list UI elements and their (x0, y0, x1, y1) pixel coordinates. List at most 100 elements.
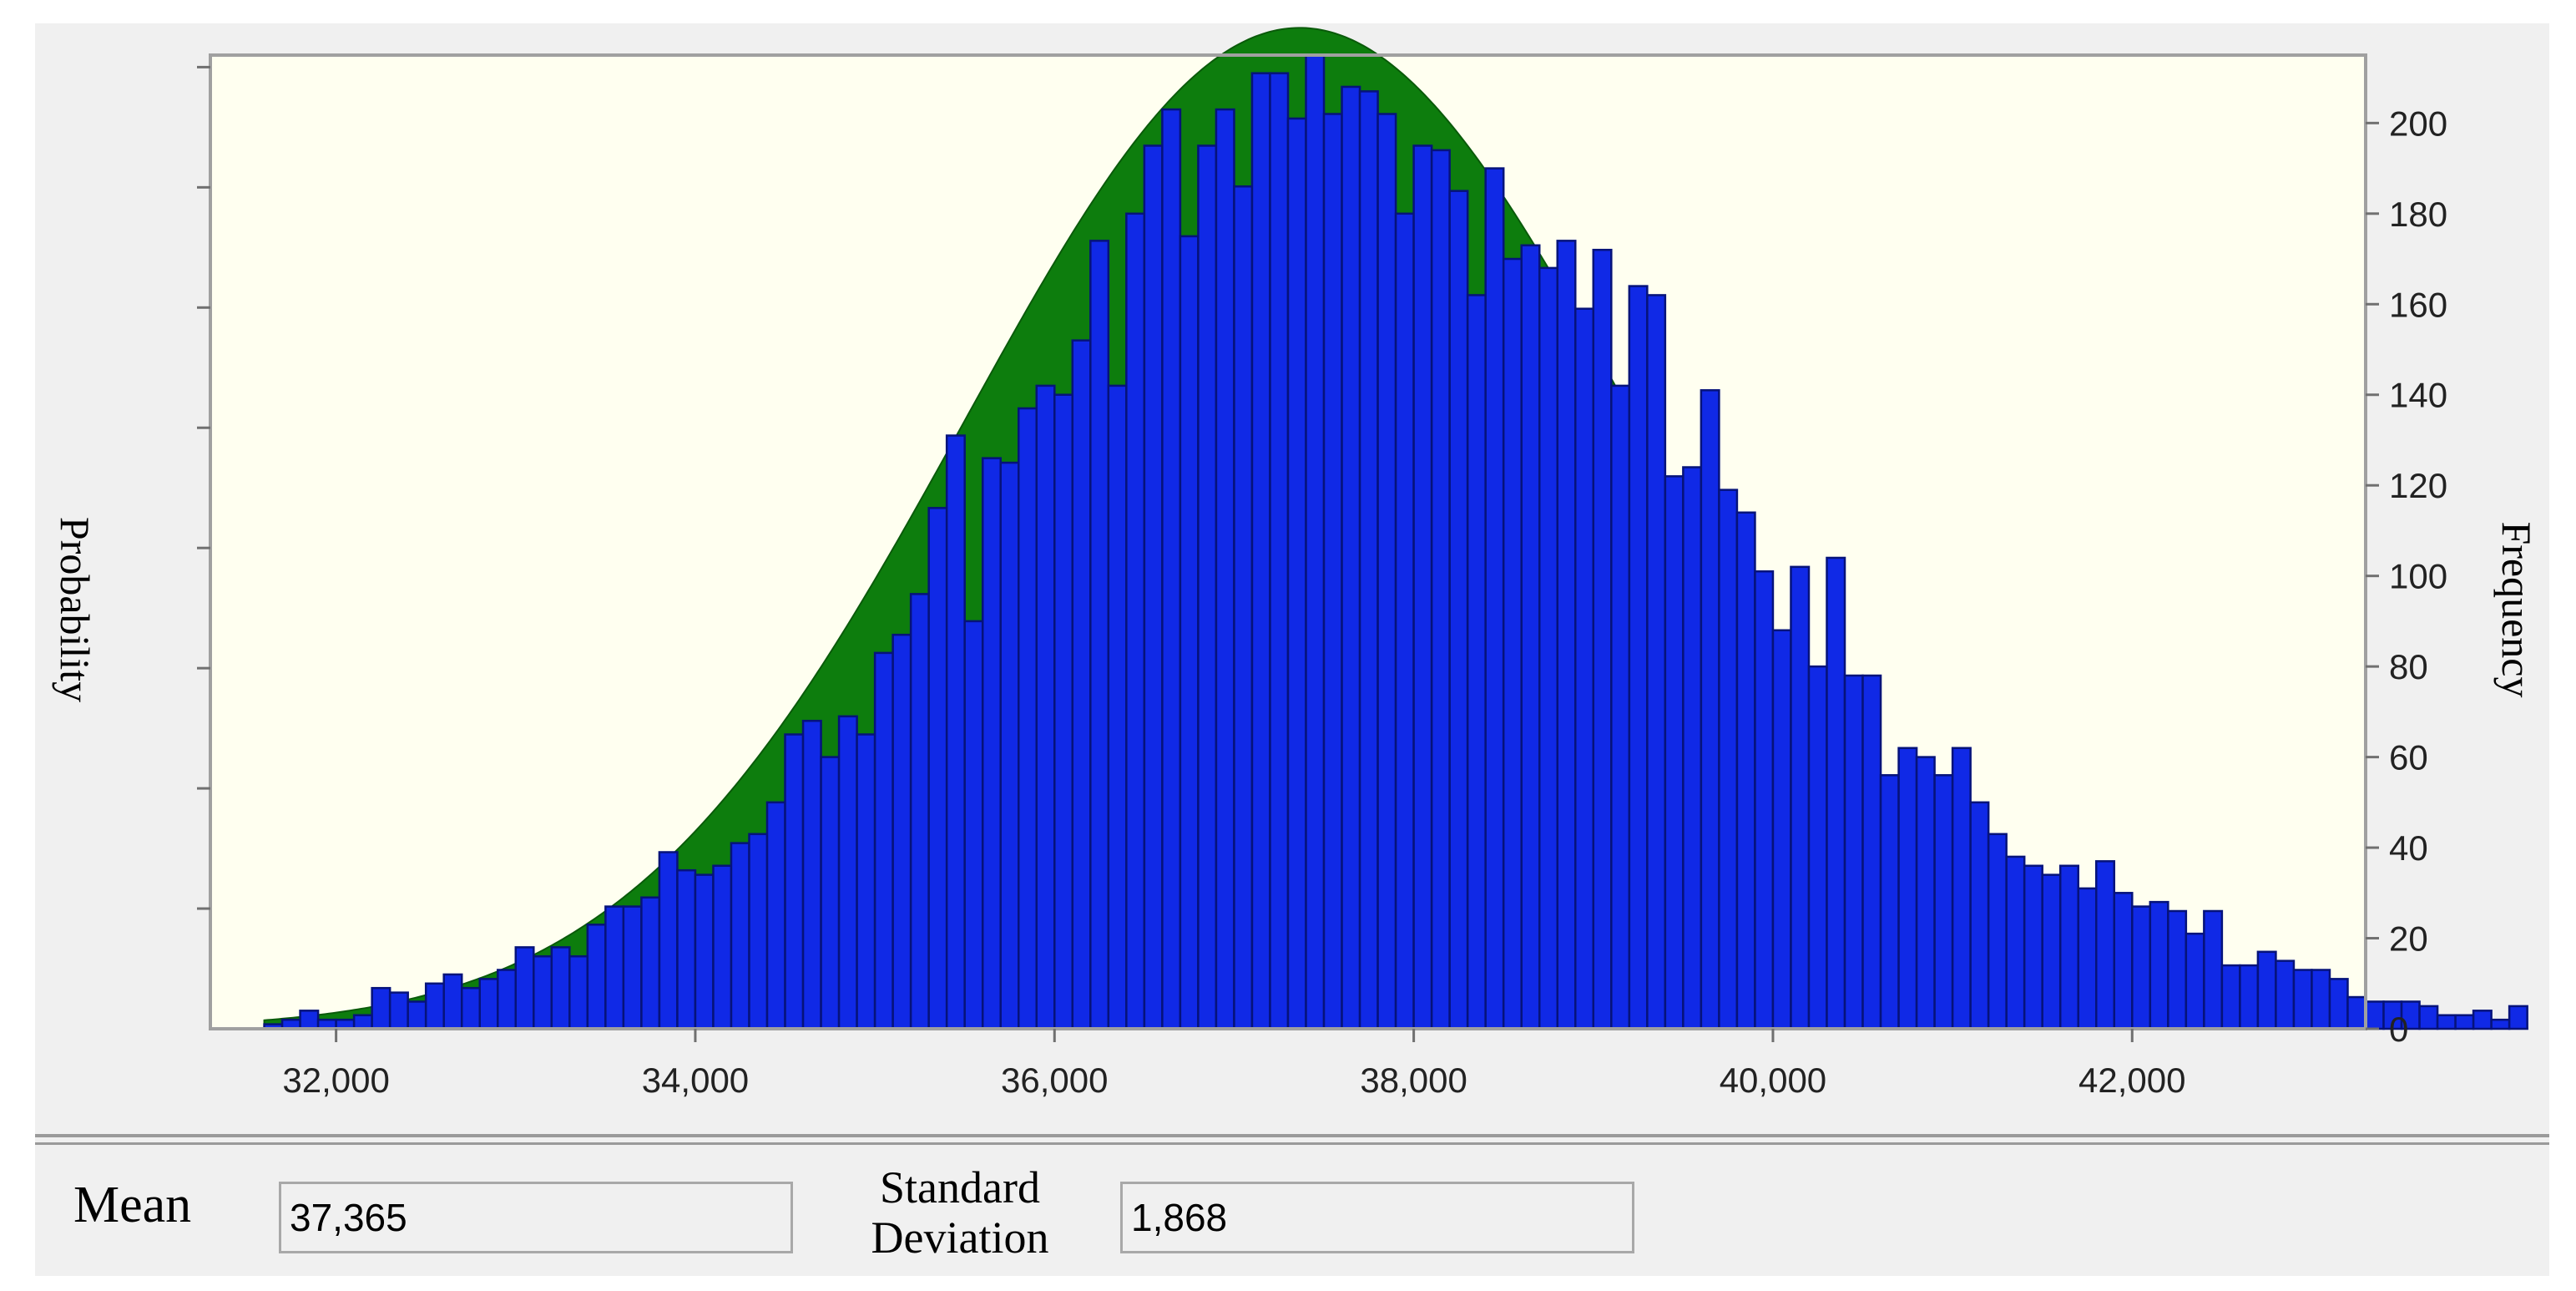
histogram-bar (1322, 113, 1343, 1030)
y-axis-label-frequency: Frequency (2493, 521, 2540, 698)
std-dev-label-line1: Standard (880, 1162, 1040, 1213)
histogram-bar (2292, 969, 2313, 1030)
histogram-bar (909, 593, 930, 1030)
histogram-bar (1682, 466, 1703, 1030)
histogram-bar (1430, 149, 1451, 1030)
histogram-bar (1143, 144, 1164, 1030)
histogram-bar (1089, 240, 1110, 1030)
histogram-bar (1520, 244, 1541, 1030)
histogram-bar (478, 978, 499, 1030)
histogram-bar (622, 905, 643, 1030)
histogram-bar (1412, 144, 1433, 1030)
histogram-bar (2077, 887, 2098, 1030)
histogram-bar (2185, 932, 2205, 1030)
histogram-bar (1053, 393, 1074, 1030)
histogram-bar (694, 873, 715, 1030)
histogram-bar (424, 982, 445, 1030)
histogram-bar (1826, 556, 1846, 1030)
histogram-bar (1610, 384, 1631, 1030)
y-right-tick-label: 120 (2389, 466, 2447, 505)
y-right-tick-label: 140 (2389, 376, 2447, 415)
histogram-bar (1233, 185, 1254, 1030)
histogram-bar (784, 733, 805, 1030)
histogram-bar (442, 973, 463, 1030)
histogram-bar (1250, 72, 1271, 1030)
histogram-bar (1861, 674, 1882, 1030)
histogram-bar (2472, 1010, 2493, 1030)
histogram-bar (1341, 85, 1361, 1030)
x-tick-label: 34,000 (642, 1061, 749, 1100)
y-axis-label-probability: Probability (52, 516, 98, 703)
y-right-tick-label: 180 (2389, 195, 2447, 234)
histogram-bar (1951, 747, 1972, 1030)
histogram-bar (820, 756, 841, 1030)
histogram-bar (299, 1010, 320, 1030)
histogram-bar (2023, 864, 2043, 1030)
histogram-bar (981, 457, 1002, 1030)
histogram-bar (1897, 747, 1918, 1030)
y-right-tick-label: 160 (2389, 285, 2447, 324)
histogram-bar (2275, 959, 2296, 1030)
histogram-bar (1718, 489, 1739, 1030)
histogram-bar (352, 1014, 373, 1030)
histogram-bar (568, 954, 589, 1030)
histogram-bar (2058, 864, 2079, 1030)
histogram-bar (2239, 964, 2260, 1030)
histogram-bar (1790, 565, 1811, 1030)
histogram-bar (837, 715, 858, 1030)
histogram-bar (1197, 144, 1218, 1030)
histogram-bar (2436, 1014, 2457, 1030)
histogram-bar (2364, 1000, 2385, 1030)
mean-field[interactable]: 37,365 (279, 1182, 793, 1253)
histogram-bar (1771, 629, 1792, 1030)
std-dev-label-line2: Deviation (871, 1213, 1049, 1263)
histogram-bar (999, 461, 1020, 1030)
histogram-bar (1502, 257, 1523, 1030)
histogram-bar (856, 733, 876, 1030)
y-right-tick-label: 60 (2389, 738, 2428, 777)
histogram-bar (388, 991, 409, 1030)
splitter-line-lower (35, 1142, 2549, 1145)
y-right-tick-label: 20 (2389, 919, 2428, 959)
std-dev-field[interactable]: 1,868 (1120, 1182, 1634, 1253)
plot-frame (209, 53, 2367, 1030)
histogram-bar (1735, 511, 1756, 1030)
histogram-bar (1484, 167, 1505, 1030)
histogram-bar (2256, 950, 2277, 1030)
histogram-bar (2131, 905, 2152, 1030)
histogram-bar (712, 864, 733, 1030)
histogram-bar (801, 719, 822, 1030)
splitter-line[interactable] (35, 1134, 2549, 1137)
histogram-bar (371, 986, 391, 1030)
histogram-bar (2041, 873, 2062, 1030)
x-tick-label: 36,000 (1001, 1061, 1108, 1100)
histogram-bar (1574, 307, 1595, 1030)
histogram-bar (2167, 909, 2188, 1030)
x-tick-label: 32,000 (282, 1061, 389, 1100)
histogram-bar (873, 651, 894, 1030)
histogram-bar (748, 833, 769, 1030)
histogram-bar (2311, 969, 2331, 1030)
x-tick-label: 38,000 (1360, 1061, 1467, 1100)
histogram-bar (1286, 117, 1307, 1030)
y-right-tick-label: 80 (2389, 647, 2428, 686)
histogram-bar (1215, 108, 1235, 1030)
histogram-bar (1843, 674, 1864, 1030)
histogram-bar (676, 868, 697, 1030)
histogram-bar (1879, 774, 1900, 1030)
x-tick-label: 42,000 (2078, 1061, 2185, 1100)
histogram-bar (1592, 248, 1613, 1030)
histogram-bar (1161, 108, 1182, 1030)
histogram-bar (1107, 384, 1128, 1030)
histogram-bar (550, 946, 571, 1030)
histogram-bar (1556, 240, 1577, 1030)
y-right-tick-label: 40 (2389, 828, 2428, 868)
histogram-bar (1969, 801, 1990, 1030)
histogram-bar (1035, 384, 1056, 1030)
histogram-bar (2095, 860, 2116, 1030)
histogram-bar (2113, 892, 2134, 1030)
histogram-bar (1305, 53, 1326, 1030)
histogram-bar (460, 986, 481, 1030)
histogram-bar (2328, 978, 2349, 1030)
